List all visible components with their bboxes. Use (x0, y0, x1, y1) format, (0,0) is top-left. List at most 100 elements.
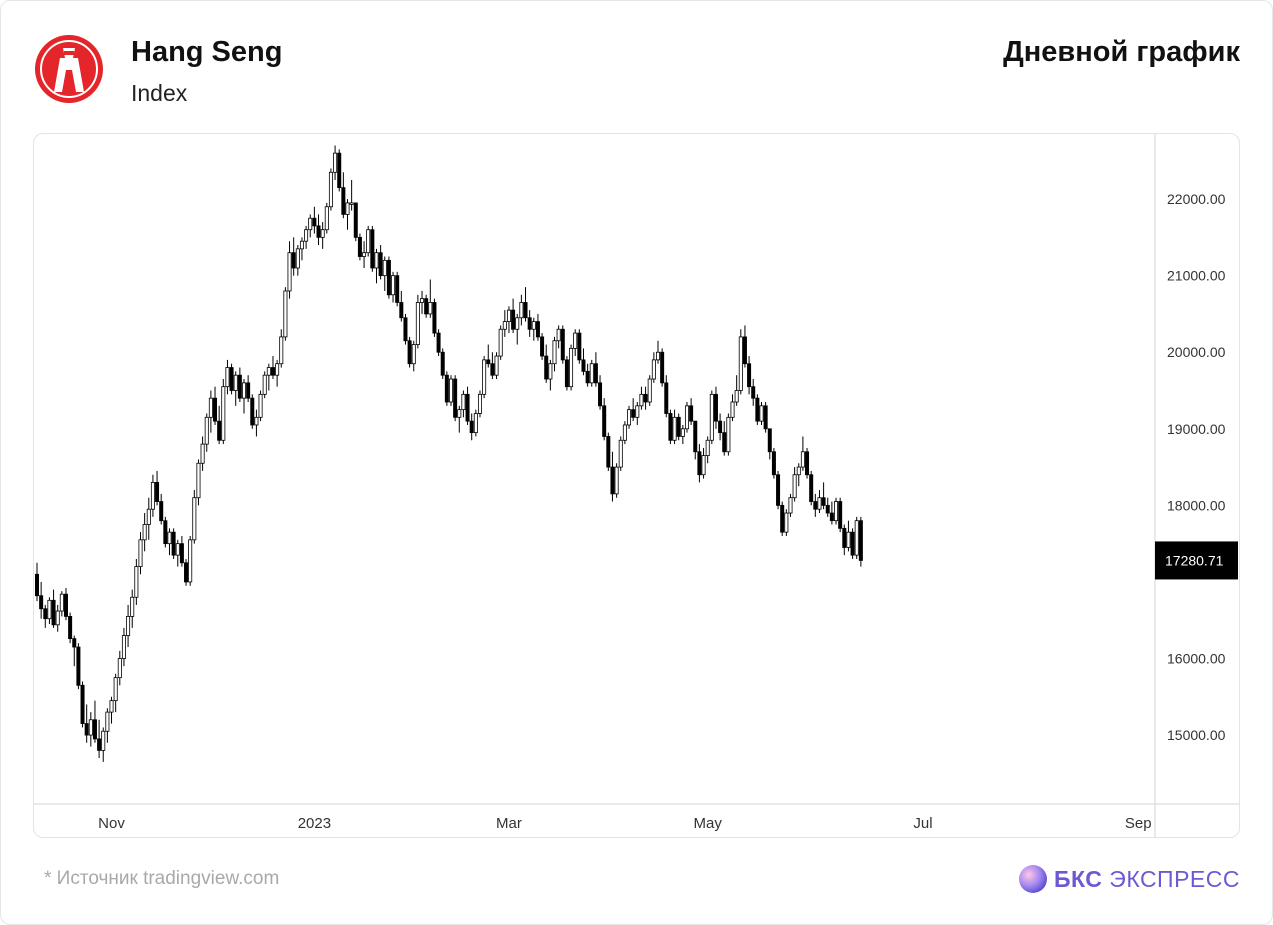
candle-up (188, 539, 193, 583)
candle-up (738, 336, 743, 391)
candle-up (295, 248, 300, 269)
candle-down (780, 504, 785, 533)
candle-down (246, 382, 251, 399)
candle-down (68, 615, 73, 640)
y-tick-label: 15000.00 (1167, 727, 1226, 743)
candle-up (854, 520, 859, 556)
candle-up (515, 317, 520, 330)
candle-down (486, 359, 491, 365)
candle-down (527, 317, 532, 330)
brand-logo: БКС ЭКСПРЕСС (1018, 864, 1240, 894)
candle-down (689, 405, 694, 422)
candle-up (834, 501, 839, 522)
candle-up (656, 351, 661, 361)
candle-up (192, 497, 197, 541)
candle-down (511, 309, 516, 330)
candle-up (382, 259, 387, 277)
candle-up (175, 543, 180, 556)
x-tick-label: Mar (496, 815, 522, 832)
candle-up (287, 252, 292, 292)
candle-down (850, 531, 855, 556)
candle-up (494, 355, 499, 376)
candle-up (200, 443, 205, 464)
candle-down (540, 336, 545, 357)
candle-up (146, 508, 151, 525)
candle-up (113, 677, 118, 702)
candle-down (386, 259, 391, 296)
brand-sphere-icon (1019, 865, 1047, 893)
candle-down (84, 723, 89, 736)
candle-down (39, 595, 44, 610)
candle-down (159, 501, 164, 522)
y-tick-label: 18000.00 (1167, 497, 1226, 513)
candle-up (684, 405, 689, 430)
candle-up (506, 309, 511, 323)
candle-down (676, 416, 681, 437)
candle-down (631, 409, 636, 418)
candle-up (701, 455, 706, 476)
candle-down (763, 405, 768, 430)
candle-down (825, 504, 830, 514)
y-tick-label: 16000.00 (1167, 651, 1226, 667)
candle-down (357, 236, 362, 257)
candle-up (258, 393, 263, 418)
candle-up (47, 599, 52, 620)
candle-up (138, 539, 143, 568)
candle-up (101, 730, 106, 751)
candle-down (813, 501, 818, 510)
candle-up (680, 428, 685, 437)
candle-up (262, 374, 267, 395)
candle-down (776, 474, 781, 506)
candlestick-chart[interactable]: 22000.00 21000.00 20000.00 19000.00 18000.00… (34, 134, 1239, 837)
candle-down (51, 599, 56, 626)
candle-down (598, 382, 603, 407)
candle-down (370, 229, 375, 269)
candle-up (461, 393, 466, 411)
candle-down (407, 340, 412, 365)
y-tick-label: 20000.00 (1167, 344, 1226, 360)
candle-up (254, 416, 259, 426)
x-tick-label: Jul (913, 815, 932, 832)
candle-up (627, 409, 632, 426)
candle-down (755, 397, 760, 422)
candle-down (858, 520, 863, 561)
candle-down (291, 252, 296, 269)
candle-up (221, 386, 226, 441)
y-tick-label: 19000.00 (1167, 421, 1226, 437)
candle-down (742, 336, 747, 365)
brand-name-bold: БКС (1054, 865, 1103, 892)
candle-down (718, 420, 723, 434)
candle-up (709, 393, 714, 441)
candle-up (548, 363, 553, 380)
candle-down (316, 225, 321, 238)
candle-up (473, 413, 478, 434)
y-tick-label: 21000.00 (1167, 268, 1226, 284)
last-price-label: 17280.71 (1165, 552, 1224, 568)
candle-down (237, 374, 242, 399)
candle-up (59, 593, 64, 612)
candle-down (751, 386, 756, 399)
candle-up (204, 416, 209, 445)
brand-name-rest: ЭКСПРЕСС (1109, 865, 1240, 892)
index-subtitle: Index (131, 80, 188, 106)
candle-up (800, 451, 805, 468)
candle-up (208, 397, 213, 418)
candle-down (63, 593, 68, 617)
candle-down (535, 321, 540, 338)
candle-up (324, 206, 329, 231)
candle-up (266, 367, 271, 376)
candle-up (126, 615, 131, 636)
candle-up (705, 439, 710, 456)
candle-down (610, 466, 615, 495)
candle-down (378, 252, 383, 277)
candle-down (664, 382, 669, 414)
candle-down (602, 405, 607, 437)
candle-up (639, 393, 644, 407)
candle-up (130, 596, 135, 617)
candle-up (134, 566, 139, 598)
x-tick-label: 2023 (298, 815, 331, 832)
candle-down (97, 738, 102, 751)
candle-down (395, 275, 400, 303)
candle-down (453, 378, 458, 418)
candle-up (817, 497, 822, 510)
